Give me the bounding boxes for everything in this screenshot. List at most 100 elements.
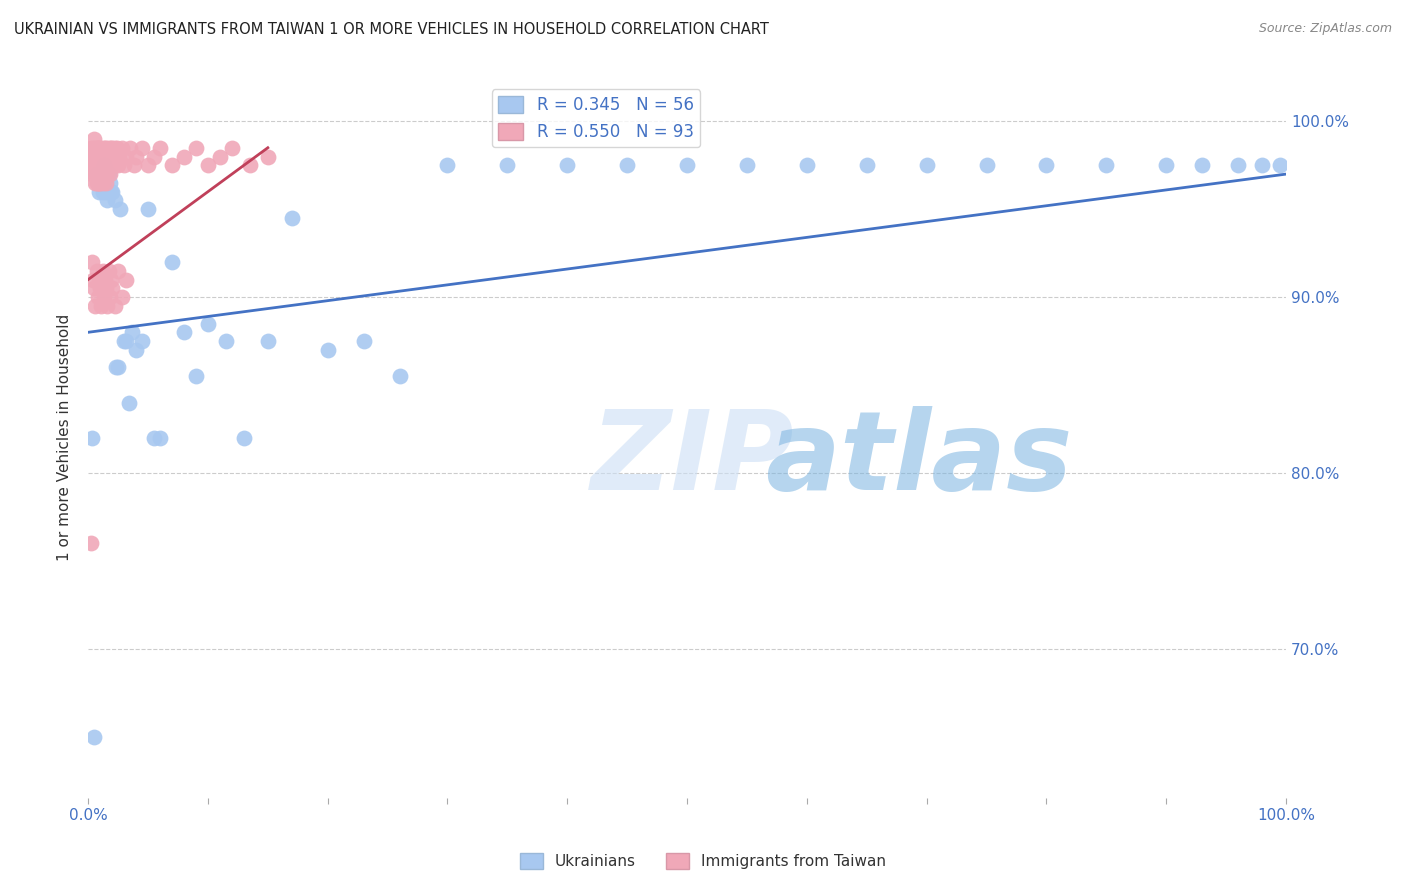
Point — [83, 730, 105, 744]
Point — [796, 158, 818, 172]
Point — [90, 167, 112, 181]
Point — [232, 431, 254, 445]
Point — [735, 158, 758, 172]
Point — [103, 149, 125, 163]
Point — [96, 299, 118, 313]
Point — [215, 334, 238, 348]
Point — [90, 299, 112, 313]
Point — [93, 149, 115, 163]
Point — [118, 395, 141, 409]
Point — [91, 176, 114, 190]
Point — [84, 299, 107, 313]
Point — [94, 176, 117, 190]
Point — [120, 141, 142, 155]
Point — [87, 141, 110, 155]
Point — [555, 158, 578, 172]
Point — [125, 149, 148, 163]
Point — [256, 334, 278, 348]
Point — [87, 158, 110, 172]
Point — [100, 141, 122, 155]
Point — [149, 141, 172, 155]
Point — [173, 149, 195, 163]
Point — [103, 194, 125, 208]
Point — [83, 132, 105, 146]
Point — [90, 149, 112, 163]
Point — [101, 158, 124, 172]
Point — [98, 167, 121, 181]
Point — [281, 211, 304, 225]
Point — [103, 299, 125, 313]
Point — [90, 176, 112, 190]
Point — [115, 334, 138, 348]
Point — [86, 167, 108, 181]
Point — [84, 141, 107, 155]
Point — [160, 158, 183, 172]
Point — [105, 141, 128, 155]
Point — [86, 141, 108, 155]
Point — [79, 141, 101, 155]
Point — [80, 149, 103, 163]
Point — [100, 272, 122, 286]
Point — [112, 334, 135, 348]
Legend: R = 0.345   N = 56, R = 0.550   N = 93: R = 0.345 N = 56, R = 0.550 N = 93 — [492, 89, 700, 147]
Point — [98, 290, 121, 304]
Point — [94, 141, 117, 155]
Y-axis label: 1 or more Vehicles in Household: 1 or more Vehicles in Household — [58, 314, 72, 561]
Point — [316, 343, 339, 357]
Point — [915, 158, 938, 172]
Point — [616, 158, 638, 172]
Point — [107, 158, 129, 172]
Point — [94, 185, 117, 199]
Point — [83, 281, 105, 295]
Point — [1095, 158, 1118, 172]
Point — [256, 149, 278, 163]
Point — [101, 281, 124, 295]
Point — [353, 334, 375, 348]
Point — [94, 141, 117, 155]
Point — [91, 264, 114, 278]
Point — [87, 185, 110, 199]
Point — [91, 158, 114, 172]
Point — [83, 149, 105, 163]
Point — [87, 272, 110, 286]
Point — [173, 326, 195, 340]
Point — [98, 149, 121, 163]
Point — [79, 536, 101, 550]
Point — [94, 281, 117, 295]
Point — [86, 158, 108, 172]
Point — [976, 158, 998, 172]
Point — [208, 149, 231, 163]
Point — [89, 167, 111, 181]
Point — [86, 176, 108, 190]
Point — [1035, 158, 1057, 172]
Point — [1251, 158, 1274, 172]
Point — [87, 141, 110, 155]
Point — [89, 141, 111, 155]
Text: Source: ZipAtlas.com: Source: ZipAtlas.com — [1258, 22, 1392, 36]
Point — [436, 158, 458, 172]
Point — [136, 202, 159, 217]
Point — [111, 290, 134, 304]
Point — [221, 141, 243, 155]
Point — [110, 202, 132, 217]
Point — [100, 185, 122, 199]
Point — [83, 167, 105, 181]
Point — [97, 167, 120, 181]
Point — [239, 158, 262, 172]
Point — [82, 272, 104, 286]
Point — [89, 158, 111, 172]
Point — [1268, 158, 1291, 172]
Point — [855, 158, 877, 172]
Text: UKRAINIAN VS IMMIGRANTS FROM TAIWAN 1 OR MORE VEHICLES IN HOUSEHOLD CORRELATION : UKRAINIAN VS IMMIGRANTS FROM TAIWAN 1 OR… — [14, 22, 769, 37]
Point — [388, 369, 411, 384]
Point — [93, 158, 115, 172]
Point — [197, 158, 219, 172]
Point — [87, 176, 110, 190]
Point — [143, 431, 166, 445]
Point — [98, 176, 121, 190]
Point — [94, 272, 117, 286]
Point — [96, 149, 118, 163]
Point — [94, 158, 117, 172]
Point — [184, 369, 207, 384]
Point — [97, 264, 120, 278]
